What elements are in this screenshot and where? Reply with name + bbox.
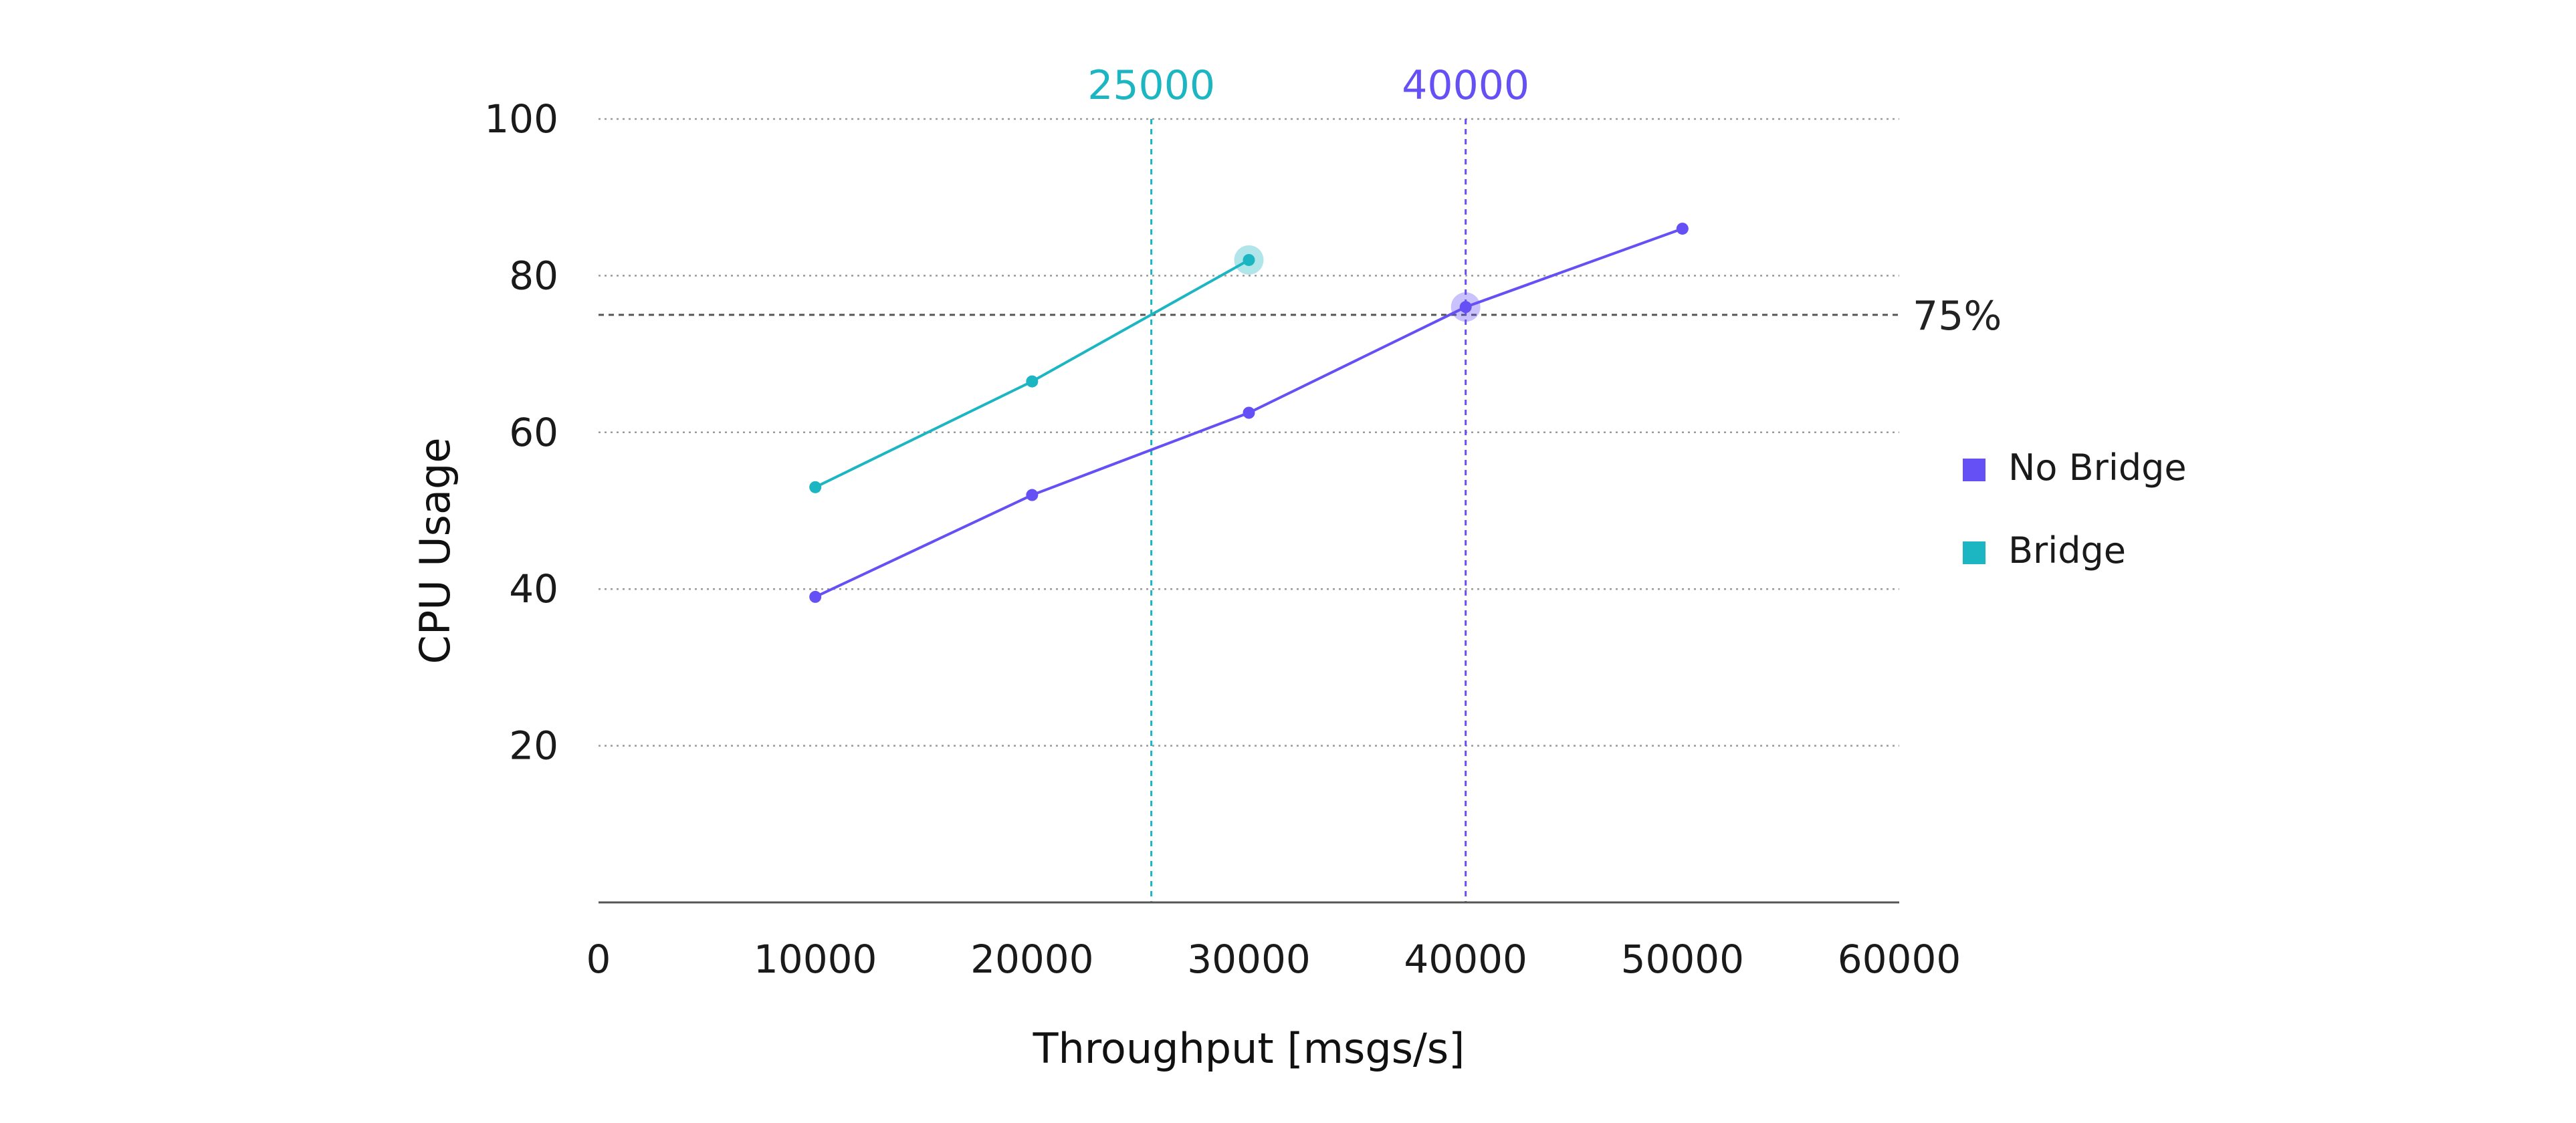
legend: No Bridge Bridge (1963, 447, 2187, 572)
x-tick-label: 50000 (1621, 937, 1745, 982)
x-tick-label: 0 (586, 937, 611, 982)
x-tick-label: 40000 (1404, 937, 1527, 982)
series-line-1 (815, 259, 1250, 489)
y-axis-label: CPU Usage (411, 438, 459, 664)
data-point (1243, 253, 1255, 266)
y-tick-label: 100 (484, 96, 558, 142)
data-point (1026, 489, 1039, 501)
reference-label-vertical: 25000 (1087, 62, 1215, 109)
x-axis-label: Throughput [msgs/s] (1033, 1024, 1465, 1073)
y-tick-label: 60 (509, 410, 558, 455)
data-point (1026, 375, 1039, 388)
tick-labels: 20 40 60 80 100 0 10000 20000 30000 40000 50000 600… (484, 96, 1961, 982)
x-tick-label: 60000 (1838, 937, 1961, 982)
x-tick-label: 30000 (1187, 937, 1311, 982)
reference-label-horizontal: 75% (1913, 293, 2002, 340)
reference-lines: 75% 25000 40000 (599, 62, 2002, 902)
legend-swatch (1963, 459, 1985, 481)
y-tick-label: 40 (509, 566, 558, 612)
y-tick-label: 20 (509, 723, 558, 769)
legend-swatch (1963, 541, 1985, 564)
series-layer (809, 223, 1689, 603)
data-point (809, 590, 822, 603)
data-point (1676, 223, 1689, 235)
x-tick-label: 20000 (970, 937, 1094, 982)
x-tick-label: 10000 (754, 937, 877, 982)
data-point (1459, 301, 1472, 314)
reference-label-vertical: 40000 (1402, 62, 1529, 109)
legend-label: Bridge (2008, 529, 2126, 572)
data-point (1243, 406, 1255, 419)
legend-label: No Bridge (2008, 447, 2187, 489)
grid-lines (599, 118, 1899, 747)
y-tick-label: 80 (509, 253, 558, 298)
data-point (809, 481, 822, 493)
